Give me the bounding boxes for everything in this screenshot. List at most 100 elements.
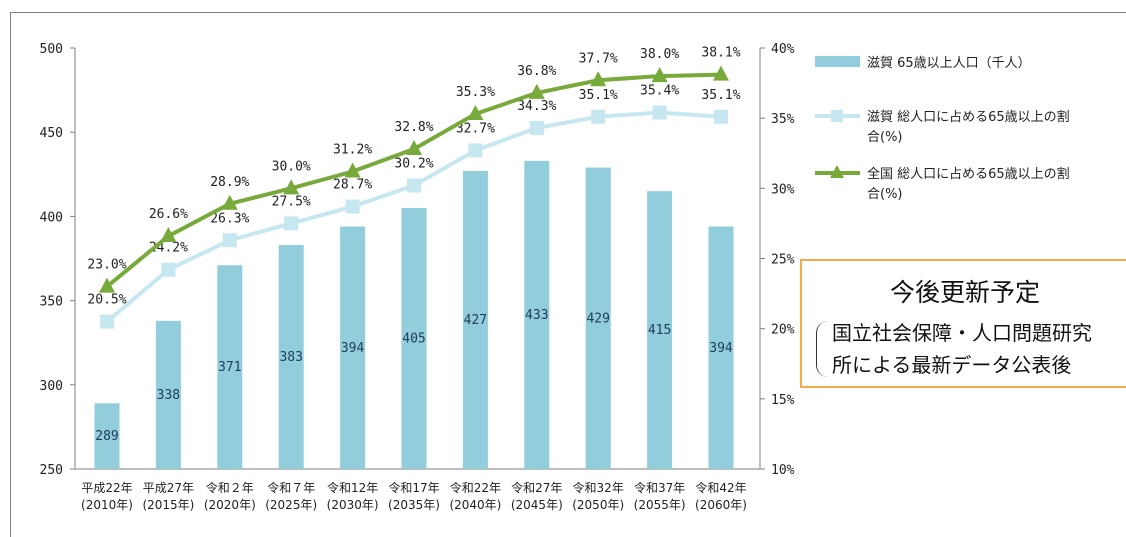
point-label: 31.2% xyxy=(333,142,372,157)
point-marker xyxy=(283,179,300,195)
category-label: 令和42年 xyxy=(695,480,746,495)
right-tick-label: 35% xyxy=(771,112,795,127)
point-label: 30.2% xyxy=(394,157,433,172)
legend-label: 滋賀 65歳以上人口（千人） xyxy=(867,56,1031,71)
bar-series: 289 338 371 383 394 405 427 433 429 415 394 xyxy=(94,160,734,470)
right-tick-label: 10% xyxy=(771,463,795,478)
point-marker xyxy=(713,65,729,81)
legend-label: 全国 総人口に占める65歳以上の割 xyxy=(867,166,1070,182)
update-notice-box: 今後更新予定 国立社会保障・人口問題研究 所による最新データ公表後 xyxy=(800,259,1126,388)
point-marker xyxy=(99,277,115,293)
category-label: (2035年) xyxy=(388,498,440,512)
notice-line2: 所による最新データ公表後 xyxy=(832,353,1072,377)
point-label: 32.7% xyxy=(456,121,495,136)
category-label: (2055年) xyxy=(634,498,686,512)
point-marker xyxy=(221,194,238,210)
point-marker xyxy=(468,143,483,158)
point-marker xyxy=(160,227,177,243)
point-label: 38.0% xyxy=(640,47,679,62)
legend-marker xyxy=(831,110,843,122)
bar-label: 394 xyxy=(709,341,733,356)
category-label: 令和37年 xyxy=(634,480,685,495)
point-label: 26.3% xyxy=(210,211,249,226)
right-tick-label: 20% xyxy=(771,323,795,338)
point-marker xyxy=(344,162,361,178)
legend-label: 合(%) xyxy=(867,130,903,145)
point-marker xyxy=(467,104,484,120)
point-marker xyxy=(528,83,545,99)
right-axis: 10% 15% 20% 25% 30% 35% 40% xyxy=(759,42,795,478)
point-marker xyxy=(345,199,360,214)
notice-title: 今後更新予定 xyxy=(890,278,1041,307)
bar xyxy=(585,167,611,469)
bar xyxy=(217,265,243,469)
left-tick-label: 400 xyxy=(40,210,63,225)
point-label: 38.1% xyxy=(701,46,740,61)
bar xyxy=(708,226,734,469)
point-label: 35.3% xyxy=(456,85,495,100)
category-label: (2060年) xyxy=(695,498,747,512)
category-label: 平成22年 xyxy=(81,481,132,495)
category-label: 令和32年 xyxy=(573,480,624,495)
point-label: 36.8% xyxy=(517,64,556,79)
left-tick-label: 250 xyxy=(40,463,63,478)
bar-label: 429 xyxy=(586,311,609,326)
point-marker xyxy=(529,120,544,135)
point-marker xyxy=(652,105,667,120)
bar xyxy=(462,170,488,469)
point-marker xyxy=(161,262,176,277)
point-marker xyxy=(406,140,422,156)
legend-label: 滋賀 総人口に占める65歳以上の割 xyxy=(867,109,1070,125)
category-label: 令和22年 xyxy=(450,480,501,495)
category-label: (2010年) xyxy=(81,498,133,512)
bar-label: 338 xyxy=(157,388,180,403)
bar-label: 433 xyxy=(525,308,548,323)
point-label: 26.6% xyxy=(149,207,188,222)
bar-label: 405 xyxy=(402,331,425,346)
bar-label: 383 xyxy=(279,350,302,365)
category-label: 令和２年 xyxy=(206,480,254,495)
point-label: 30.0% xyxy=(272,159,311,174)
category-label: (2050年) xyxy=(572,498,624,512)
category-label: (2040年) xyxy=(449,498,501,512)
point-marker xyxy=(714,109,728,124)
right-tick-label: 40% xyxy=(771,42,795,57)
left-tick-label: 350 xyxy=(40,295,63,310)
category-label: (2030年) xyxy=(327,498,379,512)
point-label: 35.1% xyxy=(579,88,618,103)
notice-bracket xyxy=(816,321,831,377)
bar xyxy=(524,160,550,469)
left-tick-label: 300 xyxy=(40,379,63,394)
bar-label: 427 xyxy=(464,313,487,328)
category-label: 平成27年 xyxy=(143,481,194,495)
category-label: 令和７年 xyxy=(267,480,315,495)
point-label: 27.5% xyxy=(272,194,311,209)
bar xyxy=(647,191,673,469)
point-marker xyxy=(591,109,606,124)
point-label: 37.7% xyxy=(579,51,618,66)
legend-label: 合(%) xyxy=(867,187,903,202)
category-label: 令和27年 xyxy=(511,480,562,495)
bar-label: 289 xyxy=(95,429,118,444)
category-label: (2020年) xyxy=(204,498,256,512)
point-marker xyxy=(651,67,668,83)
right-tick-label: 15% xyxy=(771,393,795,408)
category-label: (2045年) xyxy=(511,498,563,512)
right-tick-label: 25% xyxy=(771,253,795,268)
bar xyxy=(155,320,181,469)
left-tick-label: 500 xyxy=(40,42,63,57)
point-label: 35.4% xyxy=(640,84,679,99)
point-marker xyxy=(284,216,299,231)
bar xyxy=(94,403,120,469)
bar-label: 394 xyxy=(341,341,365,356)
notice-line1: 国立社会保障・人口問題研究 xyxy=(832,321,1092,345)
left-tick-label: 450 xyxy=(40,126,63,141)
point-marker xyxy=(590,71,607,87)
bar-label: 415 xyxy=(648,323,671,338)
bar xyxy=(401,207,427,470)
chart-frame xyxy=(10,12,1126,537)
point-label: 20.5% xyxy=(87,293,126,308)
category-label: 令和12年 xyxy=(327,480,378,495)
